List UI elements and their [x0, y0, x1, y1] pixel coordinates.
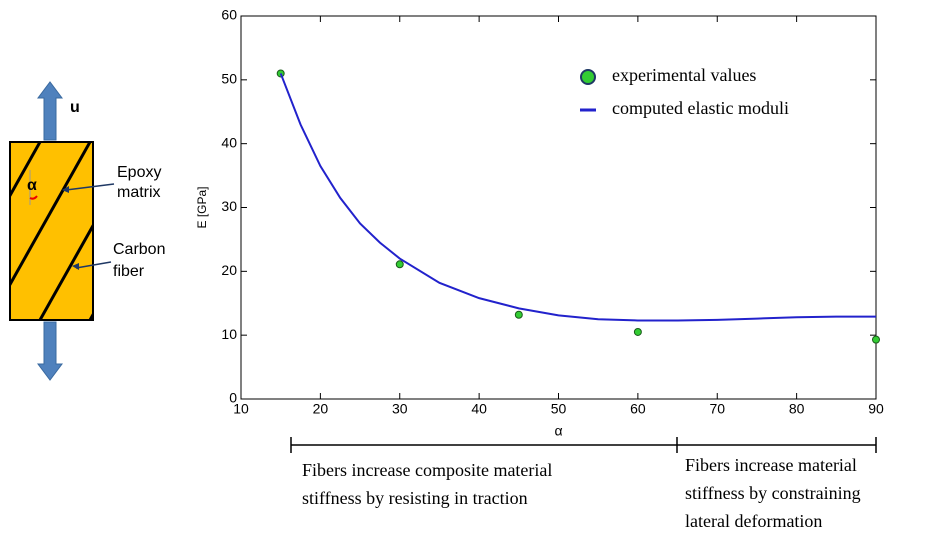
x-tick-label: 70 [709, 401, 725, 417]
angle-label: α [27, 177, 37, 194]
specimen-diagram: u α Epoxy matrix Carbon fiber [9, 81, 165, 381]
annotation: stiffness by resisting in traction [302, 488, 528, 508]
fibers [10, 142, 93, 320]
annotation: Fibers increase material [685, 455, 857, 475]
specimen [10, 142, 93, 320]
load-label: u [70, 99, 80, 116]
fiber-pointer-head [72, 263, 79, 270]
data-point [872, 335, 880, 344]
annotation: Fibers increase composite material [302, 460, 552, 480]
x-tick-label: 60 [630, 401, 646, 417]
x-tick-label: 80 [789, 401, 805, 417]
model-curve [279, 73, 876, 322]
data-point [514, 310, 523, 319]
y-tick-label: 50 [221, 71, 237, 87]
y-tick-label: 30 [221, 198, 237, 214]
plot-frame [240, 15, 877, 400]
y-tick-label: 20 [221, 262, 237, 278]
y-tick-label: 60 [221, 7, 237, 23]
legend-label: computed elastic moduli [612, 98, 789, 118]
x-tick-label: 30 [392, 401, 408, 417]
annotation: lateral deformation [685, 511, 822, 531]
load-arrow-down [37, 321, 63, 381]
y-axis-label: E [GPa] [195, 186, 209, 228]
y-tick-label: 40 [221, 134, 237, 150]
legend-label: experimental values [612, 65, 756, 85]
fiber-label: Carbon [113, 241, 165, 258]
annotation: stiffness by constraining [685, 483, 861, 503]
x-tick-label: 90 [868, 401, 884, 417]
x-tick-label: 10 [233, 401, 249, 417]
load-arrow-up [37, 81, 63, 141]
legend-marker [580, 69, 596, 85]
data-point [395, 260, 404, 269]
matrix-pointer-head [62, 186, 69, 193]
fiber-label: fiber [113, 263, 145, 280]
x-tick-label: 50 [551, 401, 567, 417]
range-brackets [290, 437, 877, 453]
matrix-label: Epoxy [117, 164, 161, 181]
matrix-label: matrix [117, 184, 161, 201]
fiber-pointer [75, 261, 112, 269]
data-point [633, 327, 642, 336]
y-tick-label: 0 [229, 390, 237, 406]
x-tick-label: 40 [471, 401, 487, 417]
specimen-border [9, 141, 94, 321]
x-axis-label: α [554, 423, 562, 439]
angle-arc [29, 195, 38, 200]
y-tick-label: 10 [221, 326, 237, 342]
matrix-pointer [65, 183, 115, 191]
x-tick-label: 20 [313, 401, 329, 417]
